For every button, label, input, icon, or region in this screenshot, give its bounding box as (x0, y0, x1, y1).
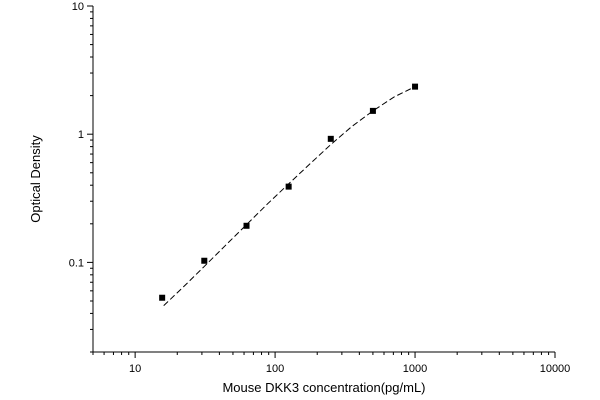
y-tick-label: 1 (78, 129, 84, 141)
fit-curve (163, 86, 416, 306)
data-point (285, 183, 292, 190)
data-point (412, 83, 419, 90)
plot-frame (92, 6, 555, 353)
data-point (327, 135, 334, 142)
y-tick-label: 10 (72, 1, 84, 13)
y-axis-title: Optical Density (28, 135, 43, 223)
data-point (243, 222, 250, 229)
data-point (159, 294, 166, 301)
y-tick-label: 0.1 (69, 257, 84, 269)
x-tick-label: 10 (129, 363, 141, 375)
data-point (201, 257, 208, 264)
data-point (369, 107, 376, 114)
y-axis-ticks: 0.1 1 10 (69, 1, 93, 353)
x-tick-label: 100 (266, 363, 284, 375)
fit-curve-layer (163, 86, 416, 306)
x-tick-label: 10000 (540, 363, 571, 375)
x-tick-label: 1000 (403, 363, 427, 375)
x-axis-ticks: 10 100 1000 10000 (92, 352, 571, 375)
x-axis-title: Mouse DKK3 concentration(pg/mL) (222, 380, 425, 395)
data-points-layer (159, 83, 419, 301)
